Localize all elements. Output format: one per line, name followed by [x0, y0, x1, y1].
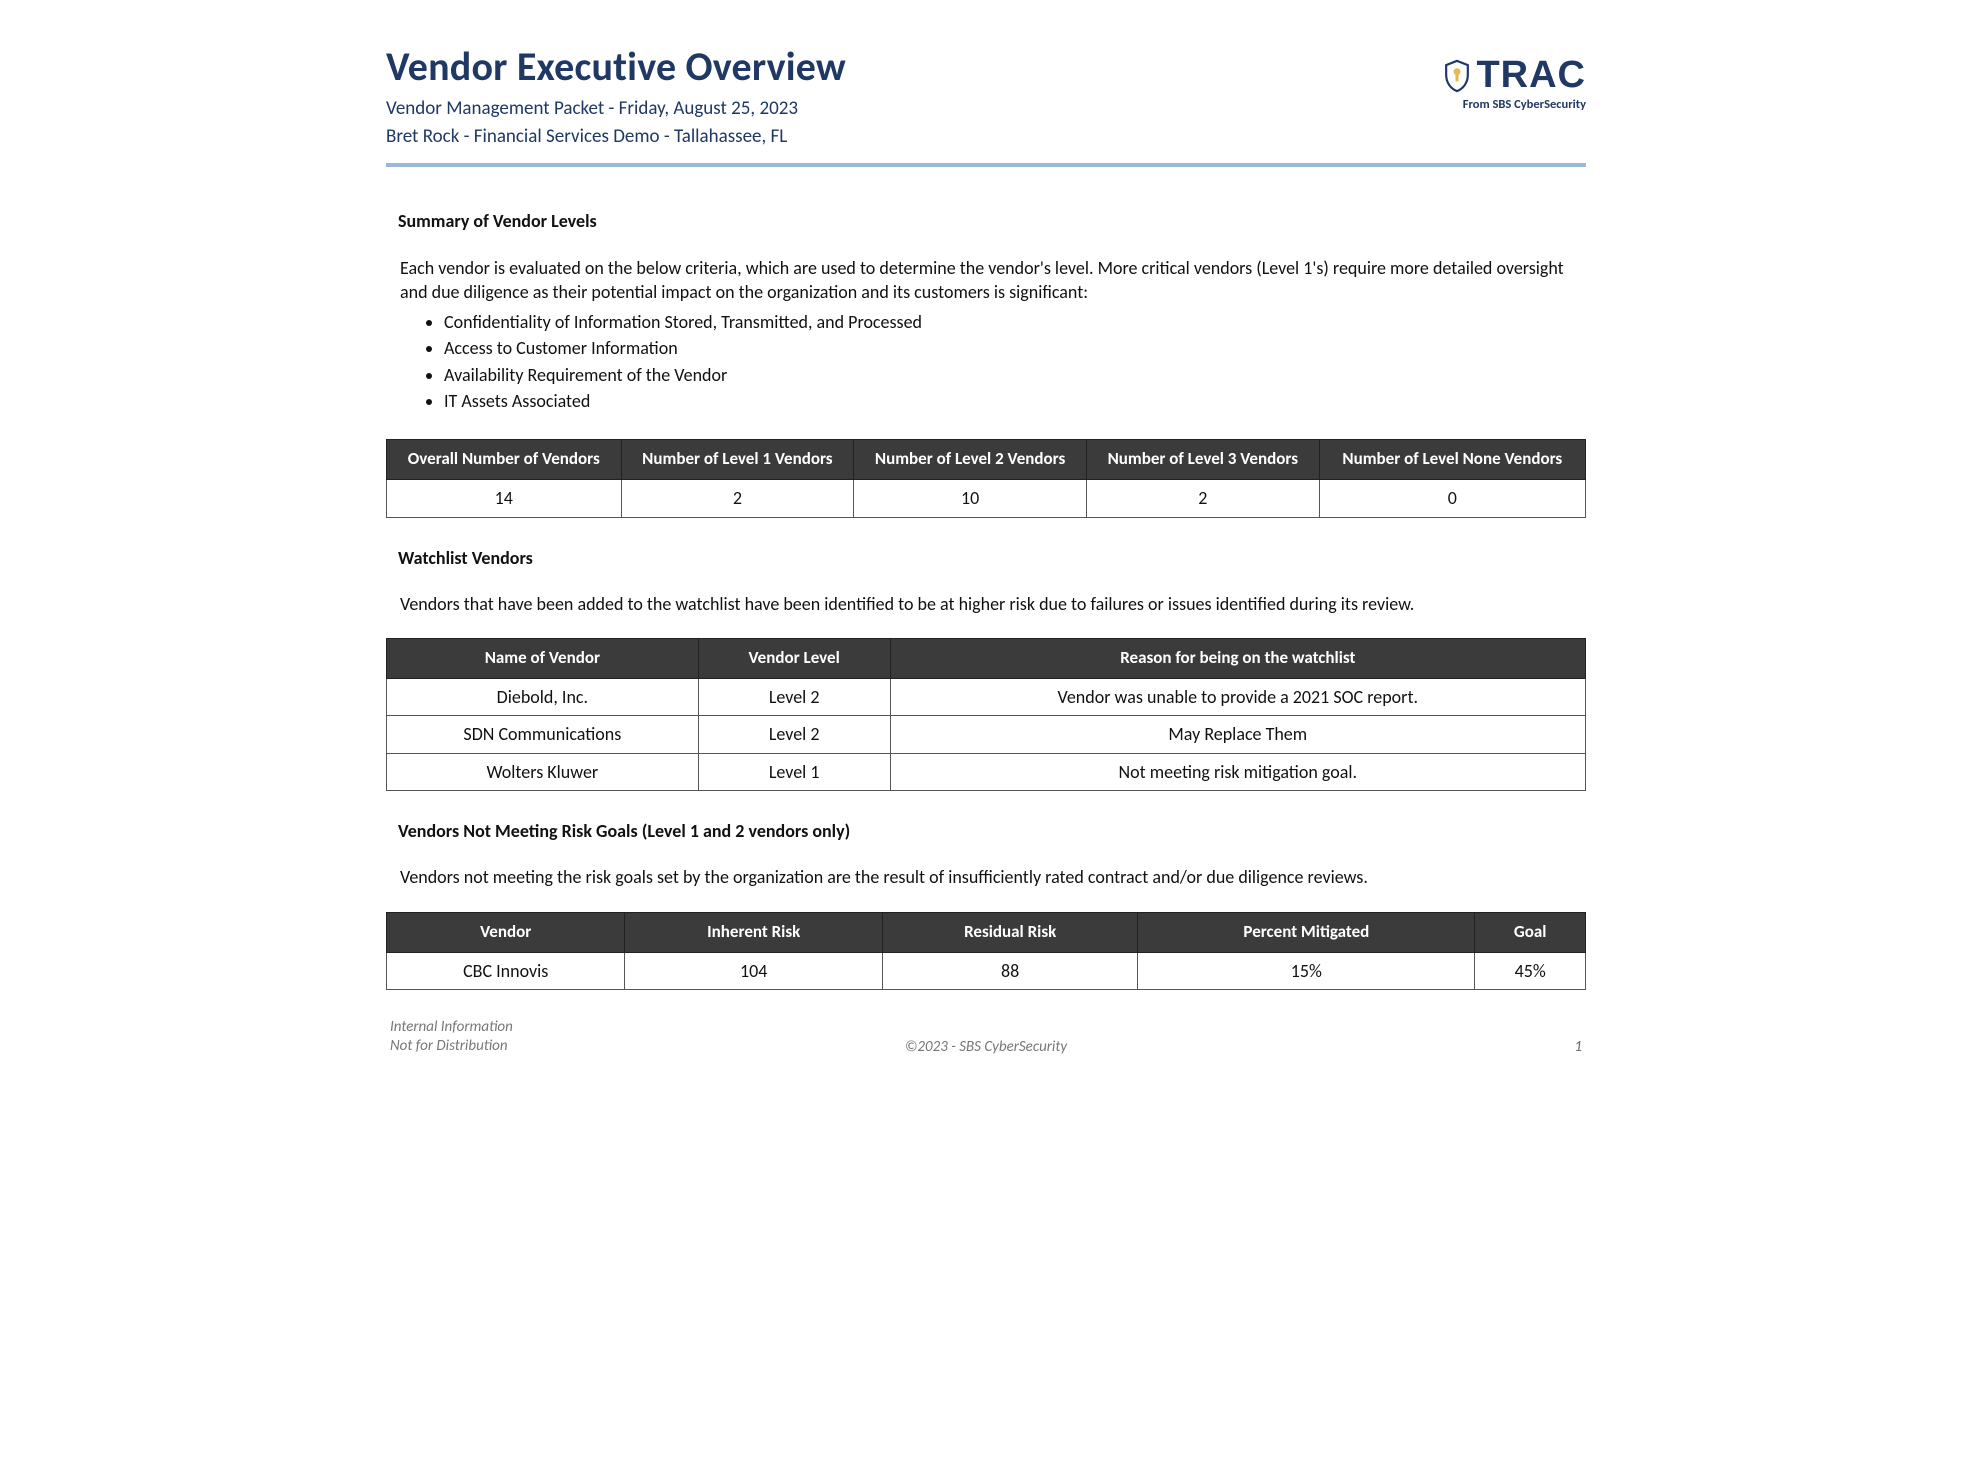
cell: Level 2 [698, 716, 890, 753]
section-heading-risk: Vendors Not Meeting Risk Goals (Level 1 … [398, 819, 1586, 843]
list-item: Access to Customer Information [444, 336, 1586, 360]
cell: Level 2 [698, 679, 890, 716]
footer-page-number: 1 [1574, 1037, 1582, 1057]
list-item: Confidentiality of Information Stored, T… [444, 310, 1586, 334]
cell: 14 [387, 480, 622, 517]
subtitle-packet: Vendor Management Packet - Friday, Augus… [386, 96, 1586, 122]
cell: 104 [625, 952, 883, 989]
col-header: Number of Level 3 Vendors [1086, 440, 1319, 480]
shield-icon [1444, 59, 1470, 93]
logo-block: TRAC From SBS CyberSecurity [1444, 50, 1586, 114]
table-row: CBC Innovis 104 88 15% 45% [387, 952, 1586, 989]
col-header: Reason for being on the watchlist [890, 639, 1585, 679]
col-header: Number of Level None Vendors [1319, 440, 1585, 480]
section-heading-summary: Summary of Vendor Levels [398, 209, 1586, 233]
risk-paragraph: Vendors not meeting the risk goals set b… [400, 865, 1576, 889]
col-header: Goal [1475, 912, 1586, 952]
logo-tagline: From SBS CyberSecurity [1444, 97, 1586, 114]
cell: 2 [621, 480, 854, 517]
page-header: Vendor Executive Overview Vendor Managem… [386, 20, 1586, 157]
summary-paragraph: Each vendor is evaluated on the below cr… [400, 256, 1576, 305]
watchlist-paragraph: Vendors that have been added to the watc… [400, 592, 1576, 616]
cell: Not meeting risk mitigation goal. [890, 753, 1585, 790]
cell: 45% [1475, 952, 1586, 989]
cell: Vendor was unable to provide a 2021 SOC … [890, 679, 1585, 716]
levels-table: Overall Number of Vendors Number of Leve… [386, 439, 1586, 517]
table-row: Wolters Kluwer Level 1 Not meeting risk … [387, 753, 1586, 790]
header-divider [386, 163, 1586, 169]
footer-copyright: ©2023 - SBS CyberSecurity [905, 1037, 1067, 1057]
col-header: Vendor [387, 912, 625, 952]
table-row: SDN Communications Level 2 May Replace T… [387, 716, 1586, 753]
footer-classification: Internal Information Not for Distributio… [390, 1018, 513, 1057]
list-item: Availability Requirement of the Vendor [444, 363, 1586, 387]
cell: 88 [883, 952, 1138, 989]
risk-table: Vendor Inherent Risk Residual Risk Perce… [386, 912, 1586, 990]
logo-text: TRAC [1476, 50, 1586, 101]
cell: 10 [854, 480, 1087, 517]
col-header: Vendor Level [698, 639, 890, 679]
col-header: Percent Mitigated [1138, 912, 1475, 952]
page-title: Vendor Executive Overview [386, 40, 1586, 94]
watchlist-table: Name of Vendor Vendor Level Reason for b… [386, 638, 1586, 791]
cell: Diebold, Inc. [387, 679, 699, 716]
footer-line: Internal Information [390, 1018, 513, 1038]
cell: CBC Innovis [387, 952, 625, 989]
list-item: IT Assets Associated [444, 389, 1586, 413]
page-footer: Internal Information Not for Distributio… [386, 1018, 1586, 1057]
col-header: Number of Level 1 Vendors [621, 440, 854, 480]
footer-line: Not for Distribution [390, 1037, 513, 1057]
section-heading-watchlist: Watchlist Vendors [398, 546, 1586, 570]
col-header: Overall Number of Vendors [387, 440, 622, 480]
cell: 2 [1086, 480, 1319, 517]
cell: 0 [1319, 480, 1585, 517]
cell: May Replace Them [890, 716, 1585, 753]
subtitle-org: Bret Rock - Financial Services Demo - Ta… [386, 124, 1586, 150]
col-header: Residual Risk [883, 912, 1138, 952]
cell: Wolters Kluwer [387, 753, 699, 790]
cell: 15% [1138, 952, 1475, 989]
criteria-list: Confidentiality of Information Stored, T… [444, 310, 1586, 413]
col-header: Name of Vendor [387, 639, 699, 679]
cell: SDN Communications [387, 716, 699, 753]
table-row: Diebold, Inc. Level 2 Vendor was unable … [387, 679, 1586, 716]
col-header: Inherent Risk [625, 912, 883, 952]
col-header: Number of Level 2 Vendors [854, 440, 1087, 480]
table-row: 14 2 10 2 0 [387, 480, 1586, 517]
cell: Level 1 [698, 753, 890, 790]
